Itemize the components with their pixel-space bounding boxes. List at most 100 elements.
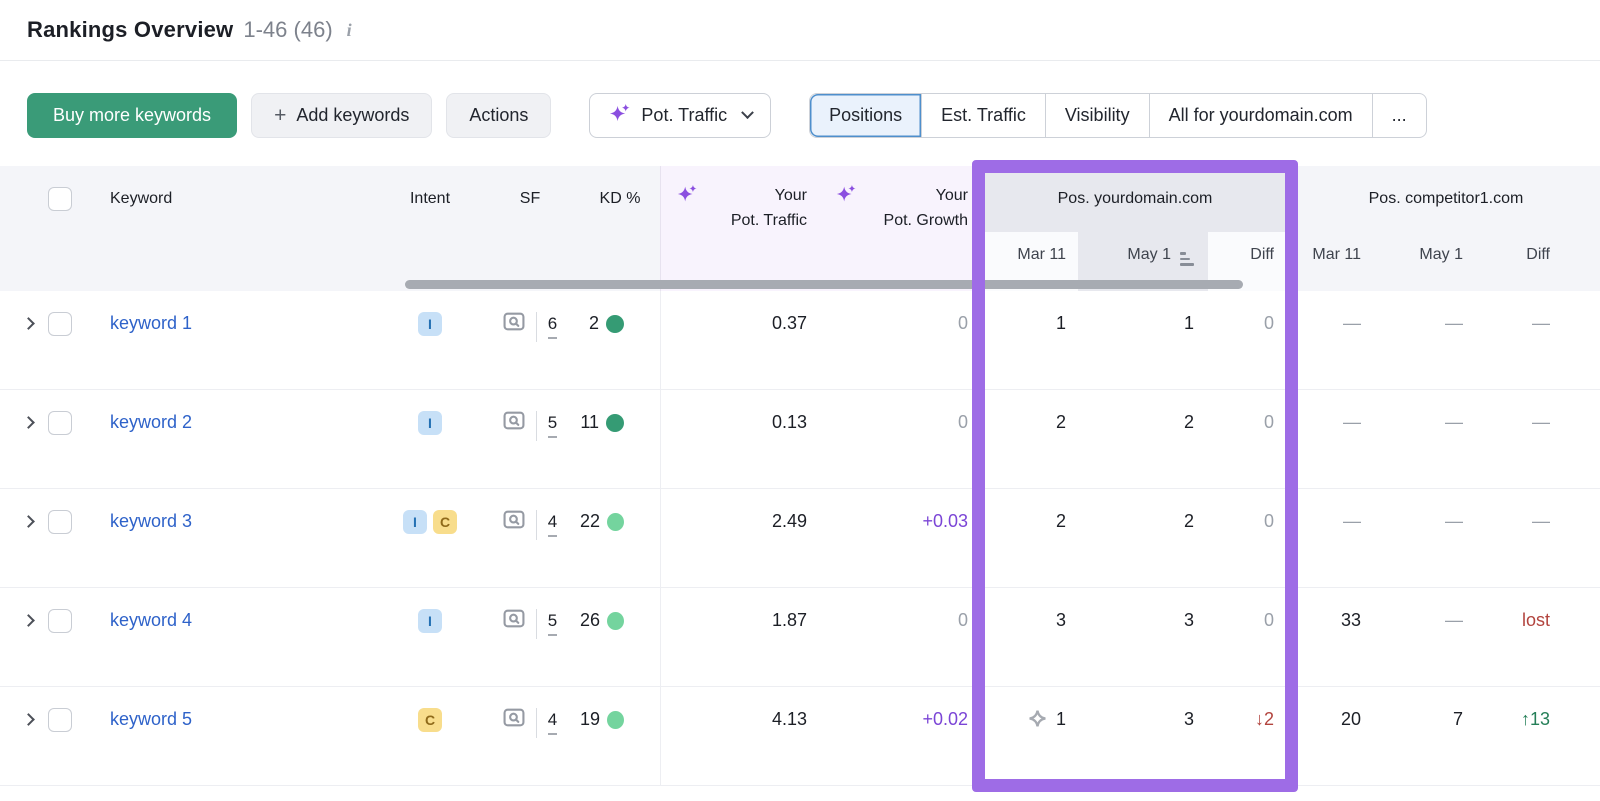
yourdomain-mar11-value: 1 <box>978 687 1078 785</box>
yourdomain-may1-value: 2 <box>1183 511 1194 531</box>
yourdomain-mar11-value: 2 <box>1055 511 1066 531</box>
row-checkbox[interactable] <box>48 609 72 633</box>
select-all-checkbox[interactable] <box>48 187 72 211</box>
keyword-link[interactable]: keyword 5 <box>110 709 193 729</box>
yourdomain-diff-value: 0 <box>1263 313 1274 333</box>
pot-growth-value: 0 <box>957 610 968 630</box>
row-checkbox-cell <box>48 687 88 785</box>
row-left-pad <box>0 390 18 488</box>
actions-button[interactable]: Actions <box>446 93 552 138</box>
intent-badge: C <box>418 708 442 732</box>
kd-cell: 19 <box>580 687 660 785</box>
sparkle-icon <box>676 183 698 210</box>
tab-all-for-yourdomain[interactable]: All for yourdomain.com <box>1148 94 1372 137</box>
pot-growth-header-text: Your Pot. Growth <box>857 183 968 233</box>
page-title: Rankings Overview <box>27 17 234 42</box>
kd-value: 26 <box>580 610 601 630</box>
yourdomain-mar11-value: 3 <box>1055 610 1066 630</box>
intent-cell: I C <box>380 489 480 587</box>
add-keywords-button[interactable]: + Add keywords <box>251 93 433 138</box>
row-checkbox[interactable] <box>48 708 72 732</box>
competitor1-mar11-value: — <box>1343 313 1361 333</box>
intent-cell: I <box>380 390 480 488</box>
tab-est-traffic[interactable]: Est. Traffic <box>921 94 1045 137</box>
intent-cell: C <box>380 687 480 785</box>
sf-count[interactable]: 5 <box>547 413 558 438</box>
subcolumn-yourdomain-may1-label: May 1 <box>1127 246 1171 263</box>
competitor1-may1-value: — <box>1445 610 1463 630</box>
serp-features-cell: 5 <box>480 588 580 686</box>
sf-count[interactable]: 5 <box>547 611 558 636</box>
column-header-pot-growth[interactable]: Your Pot. Growth <box>815 178 978 232</box>
column-header-pot-traffic[interactable]: Your Pot. Traffic <box>660 178 815 232</box>
keyword-cell: keyword 4 <box>88 588 380 686</box>
tab-visibility[interactable]: Visibility <box>1044 94 1149 137</box>
table-header: Keyword Intent SF KD % Your Pot. Traffic… <box>0 166 1600 291</box>
chevron-right-icon <box>22 515 35 528</box>
serp-features-cell: 6 <box>480 291 580 389</box>
sf-count[interactable]: 4 <box>547 710 558 735</box>
serp-features-icon[interactable] <box>503 411 525 435</box>
subcolumn-competitor1-mar11[interactable]: Mar 11 <box>1312 246 1361 263</box>
horizontal-scrollbar[interactable] <box>405 280 1243 289</box>
serp-features-cell: 4 <box>480 687 580 785</box>
sf-count[interactable]: 4 <box>547 512 558 537</box>
yourdomain-may1-value: 3 <box>1183 709 1194 729</box>
info-icon[interactable]: i <box>346 19 352 40</box>
pot-traffic-line1: Your <box>774 187 807 204</box>
chevron-right-icon <box>22 317 35 330</box>
serp-features-icon[interactable] <box>503 708 525 732</box>
serp-features-icon[interactable] <box>503 609 525 633</box>
subcolumn-competitor1-diff[interactable]: Diff <box>1526 246 1550 263</box>
competitor1-diff-value: ↑13 <box>1520 709 1550 729</box>
kd-difficulty-dot <box>606 414 624 432</box>
serp-features-cell: 5 <box>480 390 580 488</box>
table-row: keyword 3 I C 4 22 2.49 +0.03 2 2 0 — — … <box>0 489 1600 588</box>
row-checkbox[interactable] <box>48 510 72 534</box>
table-row: keyword 4 I 5 26 1.87 0 3 3 0 33 — lost <box>0 588 1600 687</box>
plus-icon: + <box>274 103 287 127</box>
serp-features-icon[interactable] <box>503 510 525 534</box>
keyword-link[interactable]: keyword 2 <box>110 412 193 432</box>
intent-badge: C <box>433 510 457 534</box>
pot-growth-value: +0.03 <box>922 511 968 531</box>
yourdomain-diff-value: 0 <box>1263 511 1274 531</box>
kd-cell: 26 <box>580 588 660 686</box>
sort-descending-icon <box>1180 252 1194 266</box>
competitor1-mar11-value: — <box>1343 511 1361 531</box>
row-checkbox[interactable] <box>48 312 72 336</box>
expand-row-button[interactable] <box>18 588 48 686</box>
expand-row-button[interactable] <box>18 291 48 389</box>
serp-features-icon[interactable] <box>503 312 525 336</box>
subcolumn-competitor1-may1[interactable]: May 1 <box>1419 246 1463 263</box>
expand-row-button[interactable] <box>18 390 48 488</box>
tab-more[interactable]: ... <box>1371 94 1426 137</box>
kd-cell: 22 <box>580 489 660 587</box>
keyword-link[interactable]: keyword 4 <box>110 610 193 630</box>
expand-row-button[interactable] <box>18 489 48 587</box>
tab-positions[interactable]: Positions <box>810 94 922 137</box>
chevron-right-icon <box>22 614 35 627</box>
pot-growth-line1: Your <box>935 187 968 204</box>
view-tabs: Positions Est. Traffic Visibility All fo… <box>809 93 1427 138</box>
expand-row-button[interactable] <box>18 687 48 785</box>
metric-dropdown[interactable]: Pot. Traffic <box>589 93 772 138</box>
kd-value: 22 <box>580 511 601 531</box>
row-checkbox-cell <box>48 390 88 488</box>
yourdomain-may1-value: 3 <box>1183 610 1194 630</box>
keyword-cell: keyword 2 <box>88 390 380 488</box>
buy-more-keywords-button[interactable]: Buy more keywords <box>27 93 238 138</box>
serp-features-cell: 4 <box>480 489 580 587</box>
kd-value: 11 <box>580 412 599 432</box>
chevron-down-icon <box>741 106 754 120</box>
sf-count[interactable]: 6 <box>547 314 558 339</box>
column-header-kd: KD % <box>599 190 641 207</box>
divider <box>535 708 537 738</box>
column-header-sf: SF <box>519 190 541 207</box>
intent-badge: I <box>418 312 442 336</box>
pot-traffic-value: 0.13 <box>660 390 815 488</box>
keyword-link[interactable]: keyword 1 <box>110 313 193 333</box>
row-checkbox[interactable] <box>48 411 72 435</box>
pot-traffic-value: 2.49 <box>660 489 815 587</box>
keyword-link[interactable]: keyword 3 <box>110 511 193 531</box>
